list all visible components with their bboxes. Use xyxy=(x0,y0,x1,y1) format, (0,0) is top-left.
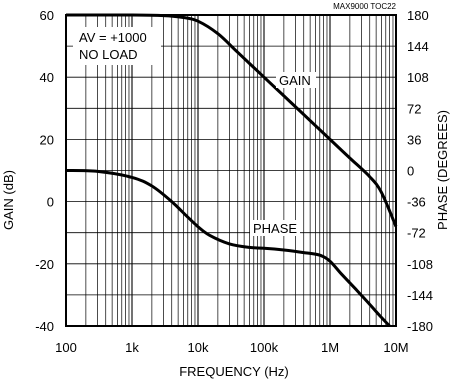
y-right-tick-label: 72 xyxy=(407,101,421,116)
y-right-tick-label: 36 xyxy=(407,132,421,147)
x-tick-label: 10M xyxy=(383,340,408,355)
gain-label-bg xyxy=(276,72,316,88)
y-right-tick-label: 0 xyxy=(407,164,414,179)
y-right-tick-label: 144 xyxy=(407,39,429,54)
conditions-box-bg xyxy=(73,27,161,65)
series-line-gain xyxy=(65,13,398,228)
y-left-tick-label: 40 xyxy=(40,70,54,85)
y-right-tick-label: -72 xyxy=(407,226,426,241)
y-right-tick-label: 108 xyxy=(407,70,429,85)
x-tick-label: 100 xyxy=(55,340,77,355)
series-line-phase xyxy=(65,169,391,328)
x-tick-label: 100k xyxy=(250,340,279,355)
series-layer xyxy=(65,13,398,328)
conditions-box: AV = +1000 NO LOAD xyxy=(73,27,161,65)
x-tick-labels: 100 1k 10k 100k 1M 10M xyxy=(55,340,409,355)
x-tick-label: 1k xyxy=(125,340,139,355)
y-axis-title-right: PHASE (DEGREES) xyxy=(435,110,450,230)
phase-label-bg xyxy=(250,220,300,236)
phase-label: PHASE xyxy=(253,221,297,236)
y-right-tick-label: -36 xyxy=(407,195,426,210)
code-label: MAX9000 TOC22 xyxy=(333,2,396,11)
y-left-tick-labels: 60 40 20 0 -20 -40 xyxy=(35,8,54,334)
y-axis-title-left: GAIN (dB) xyxy=(1,170,16,230)
y-right-tick-label: -144 xyxy=(407,288,433,303)
y-right-tick-label: -180 xyxy=(407,319,433,334)
y-right-tick-label: -108 xyxy=(407,257,433,272)
y-left-tick-label: 20 xyxy=(40,132,54,147)
chart-grid xyxy=(66,15,396,326)
condition-load: NO LOAD xyxy=(79,47,138,62)
condition-gain-setting: AV = +1000 xyxy=(79,30,147,45)
y-left-tick-label: 0 xyxy=(47,195,54,210)
x-tick-label: 10k xyxy=(188,340,209,355)
series-label-gain: GAIN xyxy=(276,72,316,88)
series-label-phase: PHASE xyxy=(250,220,300,236)
y-right-tick-label: 180 xyxy=(407,8,429,23)
x-tick-label: 1M xyxy=(321,340,339,355)
x-axis-title: FREQUENCY (Hz) xyxy=(179,364,289,379)
y-left-tick-label: 60 xyxy=(40,8,54,23)
y-right-tick-labels: 180 144 108 72 36 0 -36 -72 -108 -144 -180 xyxy=(407,8,433,334)
y-left-tick-label: -20 xyxy=(35,257,54,272)
gain-label: GAIN xyxy=(279,73,311,88)
y-left-tick-label: -40 xyxy=(35,319,54,334)
